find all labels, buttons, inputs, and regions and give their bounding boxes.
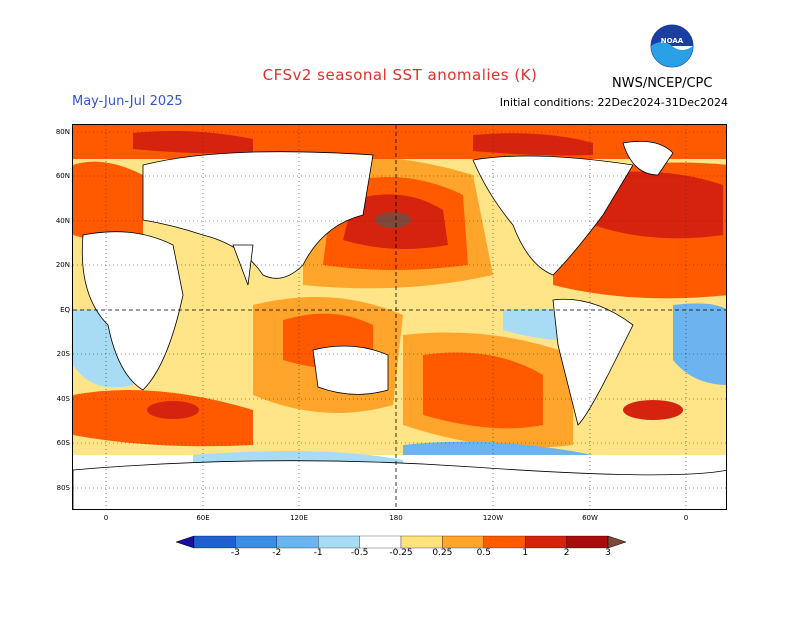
colorbar-swatch [483, 535, 526, 549]
noaa-logo-icon: NOAA [650, 24, 694, 68]
greenland-landmass [622, 140, 674, 176]
colorbar-arrow-high [607, 535, 626, 549]
initial-conditions-label: Initial conditions: 22Dec2024-31Dec2024 [499, 96, 728, 109]
north-america-landmass [472, 155, 634, 276]
colorbar-tick-label: 1 [522, 548, 529, 558]
colorbar-swatch [566, 535, 609, 549]
lat-label-40n: 40N [55, 217, 70, 225]
lat-label-80n: 80N [55, 128, 70, 136]
colorbar-tick-label: 0.5 [476, 548, 491, 558]
map-canvas [73, 125, 726, 509]
equator-dateline [73, 125, 726, 509]
season-label: May-Jun-Jul 2025 [72, 94, 183, 109]
colorbar [176, 535, 626, 549]
sst-anomaly-map [72, 124, 727, 510]
south-america-landmass [552, 298, 634, 426]
colorbar-tick-label: 3 [605, 548, 611, 558]
continents [73, 140, 726, 509]
lat-label-eq: EQ [60, 306, 70, 314]
india-landmass [232, 244, 254, 286]
colorbar-swatch [318, 535, 360, 549]
africa-landmass [81, 231, 184, 391]
colorbar-swatch [525, 535, 567, 549]
colorbar-swatch [442, 535, 484, 549]
colorbar-swatch [193, 535, 236, 549]
colorbar-tick-label: 2 [563, 548, 570, 558]
colorbar-tick-label: 0.25 [432, 548, 453, 558]
colorbar-tick-label: -0.5 [350, 548, 369, 558]
colorbar-swatch [276, 535, 319, 549]
lon-label-0: 0 [103, 514, 109, 522]
agency-label: NWS/NCEP/CPC [612, 76, 713, 91]
lon-label-0-east: 0 [683, 514, 689, 522]
lon-label-60e: 60E [196, 514, 210, 522]
antarctica-landmass [73, 460, 726, 509]
lat-label-20n: 20N [55, 261, 70, 269]
lat-label-60n: 60N [55, 172, 70, 180]
map-title: CFSv2 seasonal SST anomalies (K) [262, 66, 538, 84]
australia-landmass [312, 345, 389, 395]
colorbar-tick-label: -3 [230, 548, 240, 558]
colorbar-tick-label: -1 [313, 548, 323, 558]
graticule [73, 125, 726, 509]
lon-label-180: 180 [389, 514, 403, 522]
lat-label-80s: 80S [56, 484, 70, 492]
colorbar-swatch [359, 535, 402, 549]
lat-label-40s: 40S [56, 395, 70, 403]
colorbar-swatch [235, 535, 277, 549]
lon-label-120e: 120E [290, 514, 308, 522]
lat-label-60s: 60S [56, 439, 70, 447]
colorbar-arrow-low [176, 535, 195, 549]
lon-label-120w: 120W [482, 514, 504, 522]
colorbar-swatch [400, 535, 443, 549]
lat-label-20s: 20S [56, 350, 70, 358]
colorbar-tick-label: -2 [272, 548, 282, 558]
logo-text: NOAA [661, 37, 684, 45]
lon-label-60w: 60W [582, 514, 598, 522]
eurasia-landmass [142, 151, 374, 279]
colorbar-tick-label: -0.25 [389, 548, 413, 558]
